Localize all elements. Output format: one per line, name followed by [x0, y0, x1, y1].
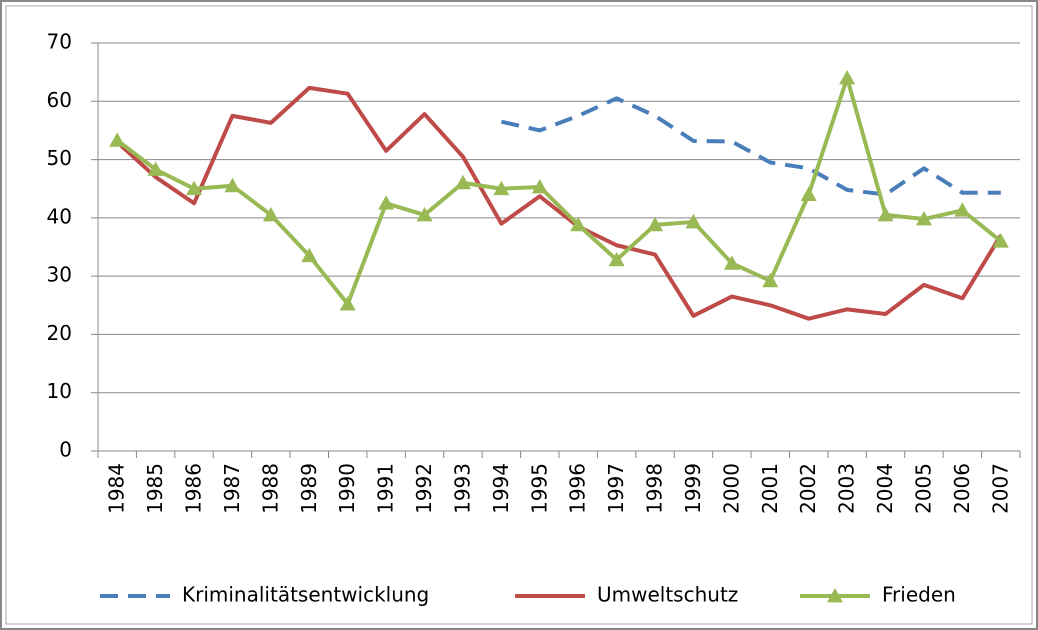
x-tick-label: 1990	[335, 463, 359, 514]
point-marker	[109, 132, 126, 147]
x-tick-label: 1993	[450, 463, 474, 514]
x-tick-label: 1992	[412, 463, 436, 514]
point-marker	[608, 251, 625, 267]
x-tick-label: 2007	[988, 463, 1012, 514]
point-marker	[992, 233, 1009, 248]
point-marker	[877, 206, 894, 222]
point-marker	[647, 216, 664, 232]
series-line	[115, 75, 1003, 307]
legend-marker	[827, 588, 843, 603]
x-tick-label: 1995	[527, 463, 551, 514]
y-tick-label: 40	[47, 204, 72, 228]
x-tick-label: 1984	[105, 463, 129, 514]
point-marker	[186, 180, 203, 196]
point-marker	[339, 296, 356, 311]
y-tick-label: 60	[47, 88, 72, 112]
point-marker	[147, 161, 164, 176]
point-marker	[416, 206, 433, 222]
point-marker	[570, 216, 587, 232]
y-tick-label: 30	[47, 263, 72, 287]
x-tick-label: 1994	[489, 463, 513, 514]
x-tick-label: 1988	[258, 463, 282, 514]
x-tick-label: 1999	[681, 463, 705, 514]
point-marker	[762, 272, 779, 288]
x-tick-label: 2004	[873, 463, 897, 514]
point-marker	[915, 211, 932, 226]
series-line	[115, 85, 1003, 321]
point-marker	[262, 206, 279, 222]
x-tick-label: 1989	[297, 463, 321, 514]
legend-label: Umweltschutz	[597, 583, 738, 607]
point-marker	[301, 247, 318, 263]
x-tick-label: 1991	[374, 463, 398, 514]
inner-frame	[5, 5, 1033, 625]
point-marker	[723, 255, 740, 270]
x-tick-label: 2001	[758, 463, 782, 514]
x-tick-label: 2002	[796, 463, 820, 514]
y-tick-label: 10	[47, 379, 72, 403]
y-tick-label: 0	[59, 438, 72, 462]
legend-label: Frieden	[882, 583, 956, 607]
point-marker	[493, 180, 510, 196]
point-marker	[531, 178, 548, 194]
y-tick-label: 70	[47, 30, 72, 54]
series-line	[500, 96, 1001, 197]
point-marker	[954, 202, 971, 217]
x-tick-label: 1985	[143, 463, 167, 514]
point-marker	[224, 177, 241, 193]
y-tick-label: 50	[47, 146, 72, 170]
x-tick-label: 2006	[950, 463, 974, 514]
point-marker	[839, 69, 856, 85]
point-marker	[685, 213, 702, 229]
point-marker	[378, 195, 395, 210]
x-tick-label: 2003	[835, 463, 859, 514]
x-tick-label: 1997	[604, 463, 628, 514]
y-tick-label: 20	[47, 321, 72, 345]
point-marker	[454, 174, 471, 190]
x-tick-label: 2000	[719, 463, 743, 514]
x-tick-label: 1987	[220, 463, 244, 514]
point-marker	[800, 186, 817, 201]
x-tick-label: 1996	[566, 463, 590, 514]
legend-label: Kriminalitätsentwicklung	[182, 583, 429, 607]
x-tick-label: 1986	[182, 463, 206, 514]
x-tick-label: 1998	[643, 463, 667, 514]
x-tick-label: 2005	[911, 463, 935, 514]
